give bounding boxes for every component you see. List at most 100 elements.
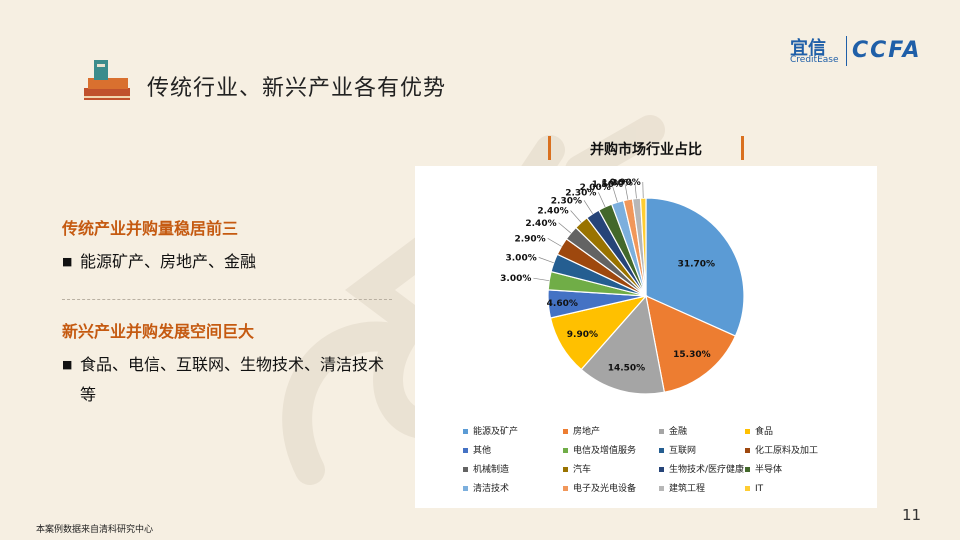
legend-label: 房地产 xyxy=(573,427,601,437)
leader-line xyxy=(558,222,572,234)
pie-data-label: 2.30% xyxy=(551,196,582,206)
legend-item: 汽车 xyxy=(563,463,591,477)
leader-line xyxy=(570,210,582,223)
logo-ccfa: CCFA xyxy=(852,38,922,63)
legend-item: 生物技术/医疗健康 xyxy=(659,463,744,477)
leader-line xyxy=(547,237,562,247)
legend-item: 电信及增值服务 xyxy=(563,444,636,458)
emerging-heading: 新兴产业并购发展空间巨大 xyxy=(62,322,255,341)
leader-line xyxy=(533,277,550,282)
legend-item: 电子及光电设备 xyxy=(563,482,636,496)
emerging-bullet-text: 食品、电信、互联网、生物技术、清洁技术等 xyxy=(80,355,385,404)
legend-swatch xyxy=(659,486,664,491)
legend-label: 汽车 xyxy=(573,465,592,475)
legend-label: 生物技术/医疗健康 xyxy=(669,465,745,475)
pie-data-label: 15.30% xyxy=(673,350,711,360)
legend-swatch xyxy=(463,486,468,491)
leader-line xyxy=(598,192,606,208)
legend-item: 金融 xyxy=(659,425,687,439)
pie-data-label: 3.00% xyxy=(506,253,537,263)
legend-item: 机械制造 xyxy=(463,463,509,477)
legend-swatch xyxy=(463,429,468,434)
footnote: 本案例数据来自清科研究中心 xyxy=(36,525,154,535)
leader-line xyxy=(624,183,629,200)
chart-title-bar-left xyxy=(548,136,551,160)
pie-slice xyxy=(645,294,737,393)
pie-data-label: 0.90% xyxy=(610,178,641,188)
legend-swatch xyxy=(463,448,468,453)
legend-swatch xyxy=(745,429,750,434)
pie-data-label: 2.90% xyxy=(514,234,545,244)
logo: 宜信 CreditEase CCFA xyxy=(790,34,940,70)
bullet-square-icon: ■ xyxy=(62,255,73,268)
logo-creditease-cn: 宜信 xyxy=(790,38,826,59)
legend-label: 食品 xyxy=(755,427,774,437)
bullet-square-icon: ■ xyxy=(62,358,73,371)
legend-item: 互联网 xyxy=(659,444,696,458)
traditional-heading: 传统产业并购量稳居前三 xyxy=(62,219,239,238)
chart-title-box: 并购市场行业占比 xyxy=(548,134,744,160)
pie-data-label: 2.40% xyxy=(537,206,568,216)
chart-title-bar-right xyxy=(741,136,744,160)
legend-swatch xyxy=(659,429,664,434)
legend-item: 化工原料及加工 xyxy=(745,444,818,458)
legend-swatch xyxy=(563,448,568,453)
legend-item: 能源及矿产 xyxy=(463,425,518,439)
emerging-bullet: ■ 食品、电信、互联网、生物技术、清洁技术等 xyxy=(62,350,392,410)
logo-creditease-en: CreditEase xyxy=(790,55,839,65)
leader-line xyxy=(583,200,594,214)
legend-swatch xyxy=(563,486,568,491)
legend-item: 房地产 xyxy=(563,425,600,439)
pie-chart: 31.70% 15.30% 14.50% 9.90% 4.60% 3.00% 3.00% 2.… xyxy=(500,178,745,395)
pie-data-label: 2.30% xyxy=(565,188,596,198)
pie-data-label: 9.90% xyxy=(567,330,598,340)
pie-slice xyxy=(580,294,666,395)
pie-data-label: 1.30% xyxy=(602,179,633,189)
leader-line xyxy=(634,182,637,199)
legend-label: 其他 xyxy=(473,446,492,456)
traditional-bullet-text: 能源矿产、房地产、金融 xyxy=(80,252,257,271)
pie-data-label: 4.60% xyxy=(547,299,578,309)
legend-label: 化工原料及加工 xyxy=(755,446,819,456)
legend-swatch xyxy=(745,486,750,491)
pie-data-label: 2.40% xyxy=(525,219,556,229)
legend-label: 半导体 xyxy=(755,465,783,475)
legend-item: 食品 xyxy=(745,425,773,439)
legend-label: 清洁技术 xyxy=(473,484,510,494)
legend-label: IT xyxy=(755,484,764,494)
legend-label: 能源及矿产 xyxy=(473,427,519,437)
legend-label: 金融 xyxy=(669,427,688,437)
legend-swatch xyxy=(745,448,750,453)
legend-swatch xyxy=(659,467,664,472)
legend-item: 清洁技术 xyxy=(463,482,509,496)
page-title: 传统行业、新兴产业各有优势 xyxy=(147,76,447,101)
legend-label: 机械制造 xyxy=(473,465,510,475)
left-text-column: 传统产业并购量稳居前三 ■ 能源矿产、房地产、金融 新兴产业并购发展空间巨大 ■… xyxy=(62,215,392,410)
leader-line xyxy=(612,186,618,203)
pie-slice xyxy=(645,197,745,337)
pie-data-label: 2.00% xyxy=(580,183,611,193)
legend-swatch xyxy=(659,448,664,453)
legend-swatch xyxy=(463,467,468,472)
pie-data-label: 14.50% xyxy=(608,363,646,373)
traditional-bullet: ■ 能源矿产、房地产、金融 xyxy=(62,247,392,277)
pie-chart-panel: 31.70% 15.30% 14.50% 9.90% 4.60% 3.00% 3.00% 2.… xyxy=(415,166,877,508)
legend-item: 半导体 xyxy=(745,463,782,477)
legend-label: 建筑工程 xyxy=(669,484,706,494)
pie-data-label: 31.70% xyxy=(678,259,716,269)
legend-item: IT xyxy=(745,482,763,496)
books-icon xyxy=(84,60,130,100)
page-number: 11 xyxy=(902,506,922,524)
logo-separator xyxy=(846,36,847,66)
pie-data-label: 1.50% xyxy=(592,180,623,190)
pie-data-label: 3.00% xyxy=(500,274,531,284)
legend-label: 电信及增值服务 xyxy=(573,446,637,456)
legend-swatch xyxy=(563,429,568,434)
legend-swatch xyxy=(563,467,568,472)
leader-line xyxy=(538,257,554,264)
legend-item: 其他 xyxy=(463,444,491,458)
legend-label: 电子及光电设备 xyxy=(573,484,637,494)
chart-title: 并购市场行业占比 xyxy=(590,142,702,158)
legend-item: 建筑工程 xyxy=(659,482,705,496)
legend-swatch xyxy=(745,467,750,472)
